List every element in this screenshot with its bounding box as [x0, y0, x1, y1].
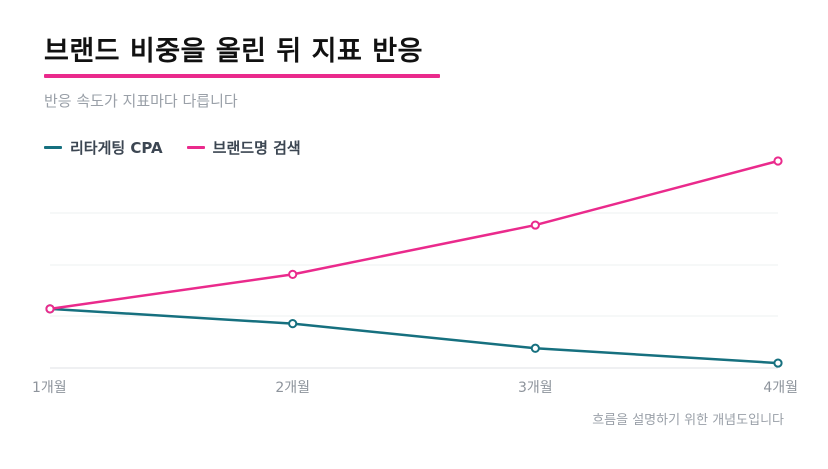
legend-swatch-retargeting-cpa	[44, 145, 62, 149]
legend-item-retargeting-cpa: 리타게팅 CPA	[44, 137, 163, 158]
chart-title: 브랜드 비중을 올린 뒤 지표 반응	[44, 36, 423, 67]
legend: 리타게팅 CPA 브랜드명 검색	[44, 136, 325, 158]
data-point	[288, 319, 298, 329]
legend-item-brand-search: 브랜드명 검색	[186, 137, 301, 158]
legend-label-brand-search: 브랜드명 검색	[212, 138, 301, 157]
x-tick-label: 2개월	[275, 380, 310, 396]
data-point	[773, 358, 783, 368]
data-point	[45, 304, 55, 314]
x-tick-label: 3개월	[518, 380, 553, 396]
data-point	[530, 220, 540, 230]
series-line	[48, 307, 780, 365]
chart-footnote: 흐름을 설명하기 위한 개념도입니다	[592, 413, 784, 428]
legend-label-retargeting-cpa: 리타게팅 CPA	[70, 138, 163, 157]
x-tick-label: 1개월	[32, 380, 67, 396]
data-point	[288, 269, 298, 279]
legend-swatch-brand-search	[186, 145, 205, 149]
chart-subtitle: 반응 속도가 지표마다 다릅니다	[44, 92, 238, 110]
data-point	[773, 156, 783, 166]
title-underline	[44, 74, 440, 78]
x-tick-label: 4개월	[763, 380, 798, 396]
series-line	[48, 159, 780, 311]
data-point	[530, 343, 540, 353]
